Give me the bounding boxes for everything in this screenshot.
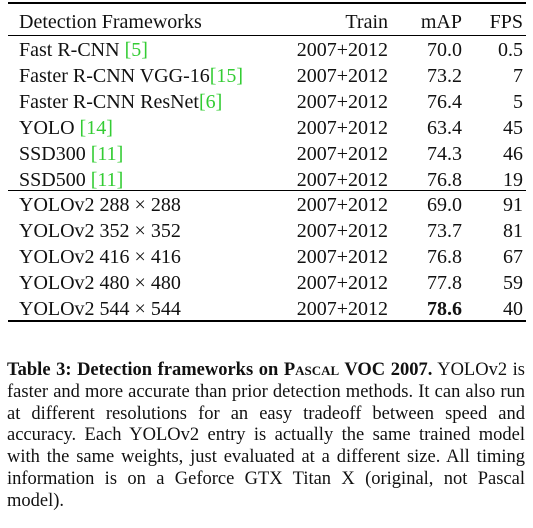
row-map: 76.8 xyxy=(427,246,462,268)
row-framework-name: Fast R-CNN [5] xyxy=(19,37,148,63)
citation-link[interactable]: [14] xyxy=(79,117,113,139)
row-map: 73.7 xyxy=(427,220,462,242)
row-map: 76.4 xyxy=(427,91,462,113)
row-train: 2007+2012 xyxy=(296,272,388,294)
table-row: Fast R-CNN [5] 2007+2012 70.0 0.5 xyxy=(8,37,526,63)
caption-label: Table 3: xyxy=(7,360,72,380)
group-separator-rule xyxy=(8,190,526,191)
citation-link[interactable]: [15] xyxy=(209,65,244,87)
row-fps: 59 xyxy=(503,272,523,294)
row-framework-name: YOLOv2 288 × 288 xyxy=(19,192,181,218)
row-fps: 19 xyxy=(503,169,523,191)
row-train: 2007+2012 xyxy=(296,117,388,139)
row-framework-name: YOLOv2 352 × 352 xyxy=(19,218,181,244)
framework-label: SSD500 xyxy=(19,169,91,191)
row-train: 2007+2012 xyxy=(296,298,388,320)
row-map: 69.0 xyxy=(427,194,462,216)
table-top-rule xyxy=(8,2,526,4)
header-map: mAP xyxy=(420,11,462,33)
row-framework-name: YOLO [14] xyxy=(19,115,113,141)
framework-label: YOLOv2 288 × 288 xyxy=(19,194,181,216)
citation-link[interactable]: [5] xyxy=(124,39,148,61)
row-fps: 5 xyxy=(513,91,523,113)
row-fps: 7 xyxy=(513,65,523,87)
table-row: Faster R-CNN ResNet[6] 2007+2012 76.4 5 xyxy=(8,89,526,115)
framework-label: YOLOv2 416 × 416 xyxy=(19,246,181,268)
table-row: YOLO [14] 2007+2012 63.4 45 xyxy=(8,115,526,141)
caption-title-post: VOC 2007. xyxy=(339,360,433,380)
row-train: 2007+2012 xyxy=(296,39,388,61)
table-row: YOLOv2 288 × 288 2007+2012 69.0 91 xyxy=(8,192,526,218)
table-header-row: Detection Frameworks Train mAP FPS xyxy=(8,9,526,35)
table-row: SSD500 [11] 2007+2012 76.8 19 xyxy=(8,167,526,193)
framework-label: YOLO xyxy=(19,117,80,139)
row-train: 2007+2012 xyxy=(296,65,388,87)
row-map: 70.0 xyxy=(427,39,462,61)
framework-label: SSD300 xyxy=(19,143,91,165)
row-map: 74.3 xyxy=(427,143,462,165)
row-fps: 91 xyxy=(503,194,523,216)
citation-link[interactable]: [6] xyxy=(198,91,223,113)
table-row: YOLOv2 416 × 416 2007+2012 76.8 67 xyxy=(8,244,526,270)
row-train: 2007+2012 xyxy=(296,246,388,268)
framework-label: Fast R-CNN xyxy=(19,39,125,61)
row-fps: 67 xyxy=(503,246,523,268)
row-framework-name: Faster R-CNN ResNet[6] xyxy=(19,89,222,115)
header-frameworks: Detection Frameworks xyxy=(19,11,202,33)
caption-title: Detection frameworks on Pascal VOC 2007. xyxy=(77,360,432,380)
table-caption: Table 3: Detection frameworks on Pascal … xyxy=(7,360,525,513)
row-train: 2007+2012 xyxy=(296,220,388,242)
caption-title-pascal: Pascal xyxy=(283,360,340,380)
framework-label: YOLOv2 352 × 352 xyxy=(19,220,181,242)
table-row: YOLOv2 352 × 352 2007+2012 73.7 81 xyxy=(8,218,526,244)
row-fps: 81 xyxy=(503,220,523,242)
row-train: 2007+2012 xyxy=(296,143,388,165)
row-map: 73.2 xyxy=(427,65,462,87)
row-fps: 45 xyxy=(503,117,523,139)
caption-title-pre: Detection frameworks on xyxy=(77,360,284,380)
table-row: SSD300 [11] 2007+2012 74.3 46 xyxy=(8,141,526,167)
row-fps: 46 xyxy=(503,143,523,165)
row-framework-name: YOLOv2 416 × 416 xyxy=(19,244,181,270)
header-fps: FPS xyxy=(489,11,523,33)
citation-link[interactable]: [11] xyxy=(90,169,124,191)
row-map: 76.8 xyxy=(427,169,462,191)
row-framework-name: SSD300 [11] xyxy=(19,141,123,167)
row-train: 2007+2012 xyxy=(296,91,388,113)
table-row: Faster R-CNN VGG-16[15] 2007+2012 73.2 7 xyxy=(8,63,526,89)
table-row: YOLOv2 480 × 480 2007+2012 77.8 59 xyxy=(8,270,526,296)
framework-label: Faster R-CNN VGG-16 xyxy=(19,65,210,87)
header-rule xyxy=(8,35,526,36)
citation-link[interactable]: [11] xyxy=(90,143,124,165)
row-framework-name: SSD500 [11] xyxy=(19,167,123,193)
framework-label: YOLOv2 480 × 480 xyxy=(19,272,181,294)
row-train: 2007+2012 xyxy=(296,169,388,191)
row-fps: 40 xyxy=(503,298,523,320)
caption-body: YOLOv2 is faster and more accurate than … xyxy=(7,360,525,511)
row-framework-name: YOLOv2 480 × 480 xyxy=(19,270,181,296)
row-framework-name: YOLOv2 544 × 544 xyxy=(19,296,181,322)
framework-label: Faster R-CNN ResNet xyxy=(19,91,199,113)
row-map: 77.8 xyxy=(427,272,462,294)
row-map: 63.4 xyxy=(427,117,462,139)
row-framework-name: Faster R-CNN VGG-16[15] xyxy=(19,63,243,89)
row-train: 2007+2012 xyxy=(296,194,388,216)
row-fps: 0.5 xyxy=(498,39,523,61)
table-bottom-rule xyxy=(8,320,526,322)
table-row: YOLOv2 544 × 544 2007+2012 78.6 40 xyxy=(8,296,526,322)
framework-label: YOLOv2 544 × 544 xyxy=(19,298,181,320)
row-map: 78.6 xyxy=(427,298,462,320)
header-train: Train xyxy=(345,11,388,33)
